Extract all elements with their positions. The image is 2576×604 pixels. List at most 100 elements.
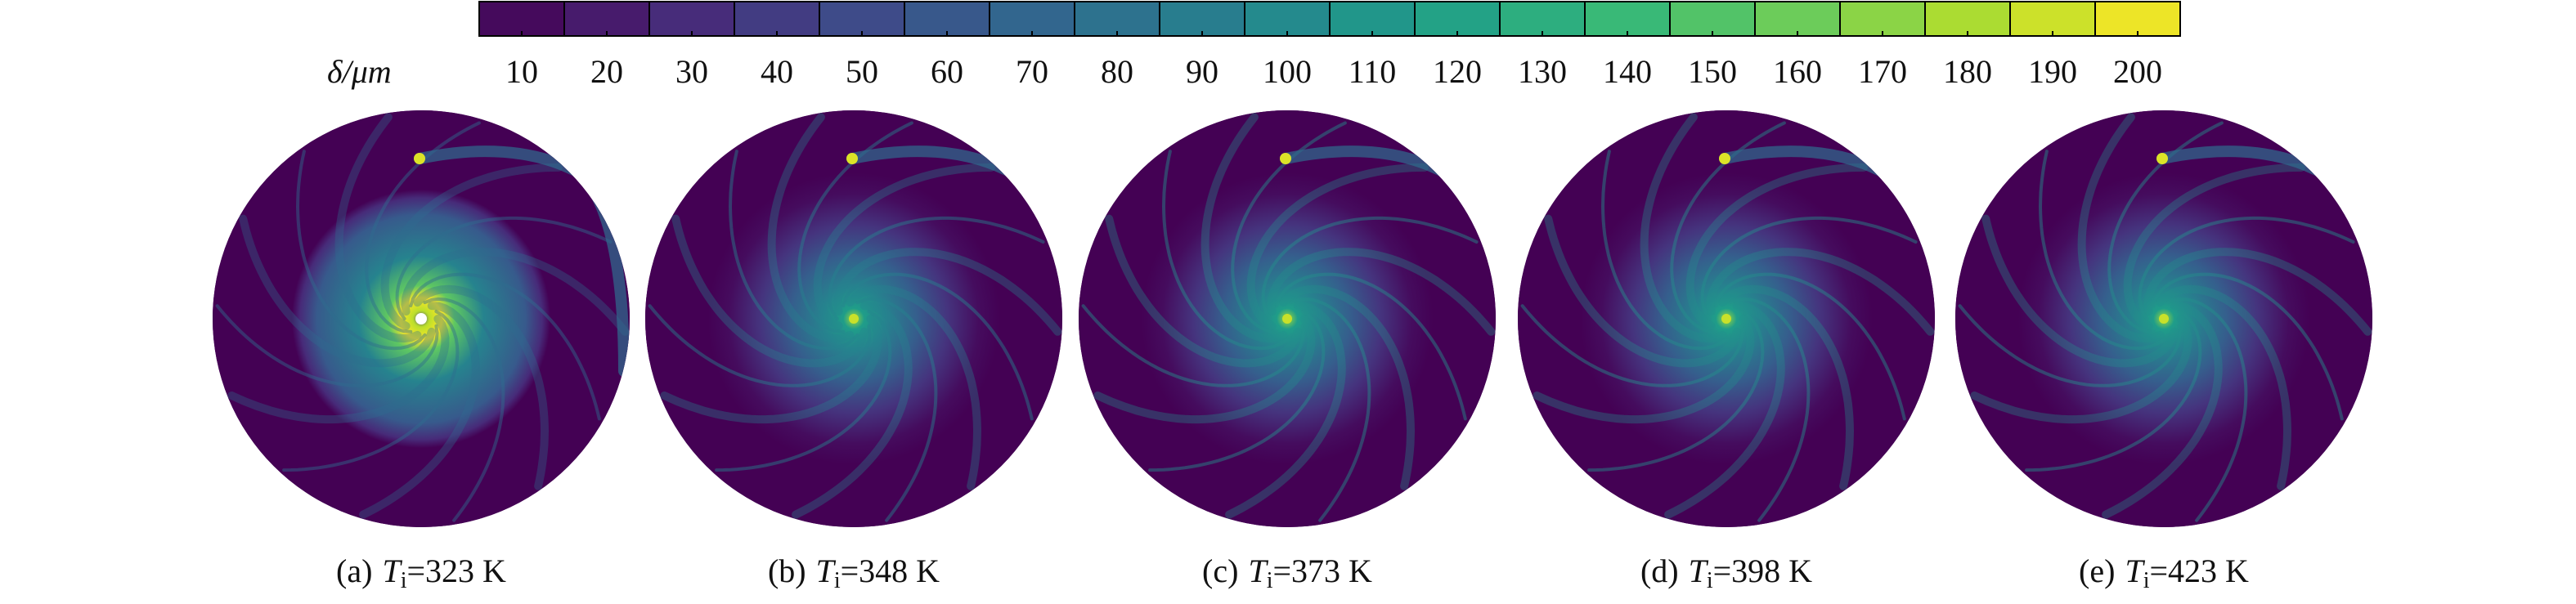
contour-panel: [1518, 110, 1935, 527]
spiral-arm: [1200, 113, 1288, 343]
spiral-arm: [365, 121, 481, 333]
spiral-arm: [1148, 310, 1326, 472]
colorbar-segment: [1415, 2, 1501, 36]
colorbar-segment: [1500, 2, 1586, 36]
spiral-arm: [767, 113, 855, 343]
spiral-arm: [1267, 248, 1496, 336]
spiral-arm: [1981, 214, 2179, 368]
spiral-arm: [1289, 297, 1371, 522]
colorbar-segment: [649, 2, 735, 36]
spiral-arm: [2038, 150, 2170, 351]
spiral-arm: [846, 284, 982, 490]
colorbar-tick-label: 90: [1186, 53, 1218, 90]
spiral-arm: [334, 113, 422, 343]
colorbar-segment: [819, 2, 905, 36]
spiral-arm: [1958, 304, 2182, 387]
spiral-arm: [1718, 284, 1855, 490]
spiral-arm: [828, 216, 1045, 320]
caption-subscript: i: [1267, 568, 1273, 593]
spiral-arm: [2107, 121, 2224, 333]
colorbar-tick-label: 120: [1433, 53, 1482, 90]
caption-value: =348 K: [841, 553, 940, 589]
caption-subscript: i: [401, 568, 407, 593]
contour-panel: [645, 110, 1062, 527]
colorbar-tick-label: 200: [2113, 53, 2162, 90]
center-dot: [1721, 314, 1731, 324]
colorbar-segment: [1925, 2, 2011, 36]
spiral-arm: [728, 150, 859, 351]
spiral-arm: [215, 304, 439, 387]
colorbar-segment: [1330, 2, 1416, 36]
colorbar-tick-label: 10: [505, 53, 538, 90]
caption-value: =423 K: [2149, 553, 2249, 589]
center-dot: [415, 313, 427, 324]
spiral-arm: [282, 310, 460, 472]
center-dot: [1282, 314, 1292, 324]
spiral-arm: [401, 248, 630, 336]
colorbar-segment: [479, 2, 565, 36]
spiral-arm: [1640, 113, 1727, 343]
panel-caption: (c) Ti=373 K: [1202, 553, 1372, 593]
spiral-arm: [1275, 272, 1467, 421]
colorbar-segment: [1670, 2, 1756, 36]
spiral-arm: [792, 302, 913, 519]
spiral-arm: [409, 272, 601, 421]
spiral-arm: [1600, 150, 1732, 351]
spiral-arm: [841, 272, 1034, 421]
center-dot: [849, 314, 859, 324]
spiral-arm: [2152, 272, 2344, 421]
contour-panel: [213, 110, 630, 527]
spiral-arm: [1081, 304, 1305, 387]
hot-spot: [1280, 153, 1291, 164]
colorbar-tick-label: 30: [675, 53, 708, 90]
colorbar-tick-label: 20: [590, 53, 623, 90]
colorbar-tick-label: 70: [1016, 53, 1048, 90]
hot-spot: [2156, 153, 2168, 164]
spiral-arm: [2077, 113, 2165, 343]
colorbar-segment: [1245, 2, 1331, 36]
colorbar-tick-label: 160: [1773, 53, 1822, 90]
spiral-arm: [1520, 304, 1744, 387]
spiral-arm: [227, 315, 450, 424]
colorbar-segment: [1585, 2, 1671, 36]
colorbar-segment: [904, 2, 990, 36]
spiral-arm: [855, 297, 938, 522]
caption-tag: (b): [768, 553, 806, 589]
colorbar-tick-label: 110: [1349, 53, 1397, 90]
panel-caption: (e) Ti=423 K: [2079, 553, 2249, 593]
caption-value: =398 K: [1713, 553, 1813, 589]
spiral-arm: [1533, 315, 1755, 424]
spiral-arm: [1685, 163, 1868, 330]
caption-symbol: T: [1248, 553, 1268, 589]
caption-subscript: i: [1707, 568, 1713, 593]
hot-spot: [414, 153, 425, 164]
colorbar-tick-label: 80: [1101, 53, 1133, 90]
spiral-arm: [380, 163, 563, 330]
spiral-arm: [1728, 297, 1811, 522]
colorbar-tick-label: 40: [761, 53, 793, 90]
spiral-arm: [1231, 121, 1347, 333]
spiral-arm: [413, 284, 550, 490]
caption-tag: (d): [1640, 553, 1679, 589]
spiral-arm: [2102, 302, 2223, 519]
caption-symbol: T: [2125, 553, 2145, 589]
colorbar-tick-label: 100: [1263, 53, 1312, 90]
colorbar-segment: [990, 2, 1075, 36]
colorbar-tick-label: 180: [1943, 53, 1992, 90]
colorbar-label: δ/μm: [327, 53, 392, 90]
caption-subscript: i: [834, 568, 841, 593]
spiral-arm: [1706, 248, 1935, 336]
spiral-arm: [2165, 297, 2248, 522]
spiral-arm: [2025, 310, 2202, 472]
colorbar-tick-label: 50: [846, 53, 878, 90]
spiral-arm: [1587, 310, 1765, 472]
spiral-arm: [2123, 163, 2305, 330]
hot-spot: [1719, 153, 1730, 164]
colorbar-tick-label: 150: [1688, 53, 1737, 90]
spiral-arm: [813, 163, 995, 330]
spiral-arm: [797, 121, 913, 333]
spiral-arm: [715, 310, 892, 472]
spiral-arm: [395, 216, 613, 320]
colorbar-tick-label: 170: [1858, 53, 1907, 90]
